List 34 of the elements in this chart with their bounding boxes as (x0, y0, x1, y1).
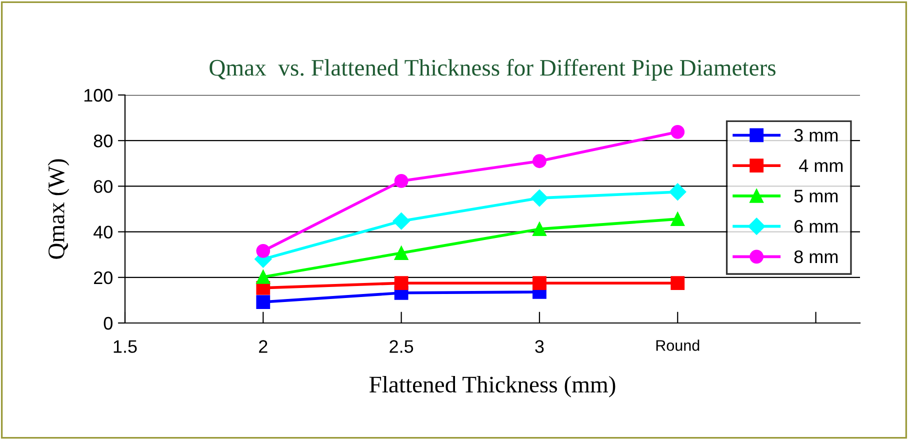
y-tick-label: 40 (94, 226, 112, 239)
point (532, 154, 546, 168)
legend-label: 5 mm (794, 190, 838, 202)
point (394, 276, 408, 290)
x-tick-label: Round (656, 340, 700, 351)
y-tick-label: 0 (104, 316, 112, 330)
x-tick-label: 3 (535, 340, 544, 353)
point (392, 212, 410, 230)
point (670, 212, 685, 226)
point (532, 276, 546, 290)
point (394, 174, 408, 188)
legend-label: 8 mm (794, 250, 838, 264)
point (394, 246, 408, 260)
point (256, 244, 270, 258)
point (670, 276, 685, 290)
point (530, 190, 548, 207)
y-tick-label: 80 (94, 134, 112, 148)
legend-label: 6 mm (794, 220, 838, 233)
x-tick-label: 1.5 (114, 340, 137, 353)
chart-title: Qmax vs. Flattened Thickness for Different Pipe Diameters (210, 58, 776, 81)
point (532, 222, 546, 236)
point (669, 183, 686, 200)
x-tick-label: 2.5 (390, 340, 414, 353)
y-tick-label: 60 (94, 180, 112, 193)
point (256, 295, 270, 309)
point (670, 124, 685, 139)
x-axis-title: Flattened Thickness (mm) (369, 376, 616, 398)
y-axis-title: Qmax (W) (48, 159, 70, 259)
legend-label: 4 mm (799, 159, 843, 172)
y-tick-label: 100 (84, 88, 112, 102)
legend-label: 3 mm (794, 128, 838, 142)
point (256, 270, 270, 284)
x-tick-label: 2 (259, 340, 268, 353)
y-tick-label: 20 (94, 271, 112, 284)
